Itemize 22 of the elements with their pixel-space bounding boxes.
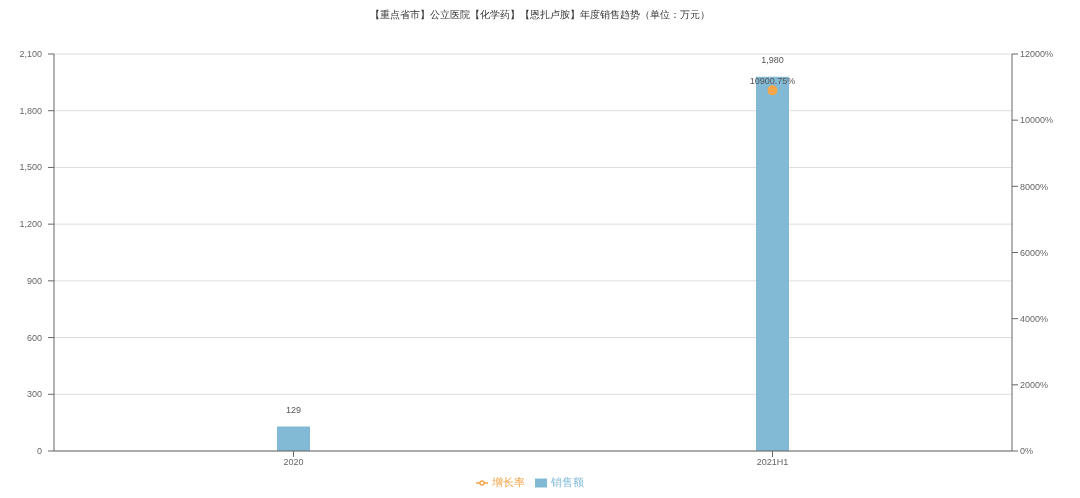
y2-tick-label: 2000%	[1020, 380, 1049, 391]
y-tick-label: 1,500	[19, 162, 42, 173]
y2-tick-label: 12000%	[1020, 49, 1054, 60]
y2-tick-label: 4000%	[1020, 313, 1049, 324]
y2-tick-label: 10000%	[1020, 115, 1054, 126]
data-label: 1,980	[761, 54, 784, 65]
y2-tick-label: 8000%	[1020, 181, 1049, 192]
y-tick-label: 900	[26, 275, 42, 286]
legend-label: 销售额	[551, 476, 584, 488]
y-tick-label: 2,100	[19, 49, 42, 59]
y-tick-label: 600	[26, 332, 42, 343]
legend-label: 增长率	[492, 476, 525, 488]
chart-title: 【重点省市】公立医院【化学药】【恩扎卢胺】年度销售趋势（单位：万元）	[369, 8, 711, 22]
y-tick-label: 0	[36, 446, 42, 456]
y-tick-label: 1,800	[19, 105, 42, 116]
x-tick-label: 2021H1	[756, 457, 789, 468]
y-tick-label: 1,200	[19, 219, 42, 230]
y2-tick-label: 6000%	[1020, 247, 1049, 258]
x-tick-label: 2020	[283, 457, 304, 468]
data-label: 129	[285, 404, 302, 415]
y-tick-label: 300	[26, 389, 42, 400]
y2-tick-label: 0%	[1020, 446, 1034, 457]
